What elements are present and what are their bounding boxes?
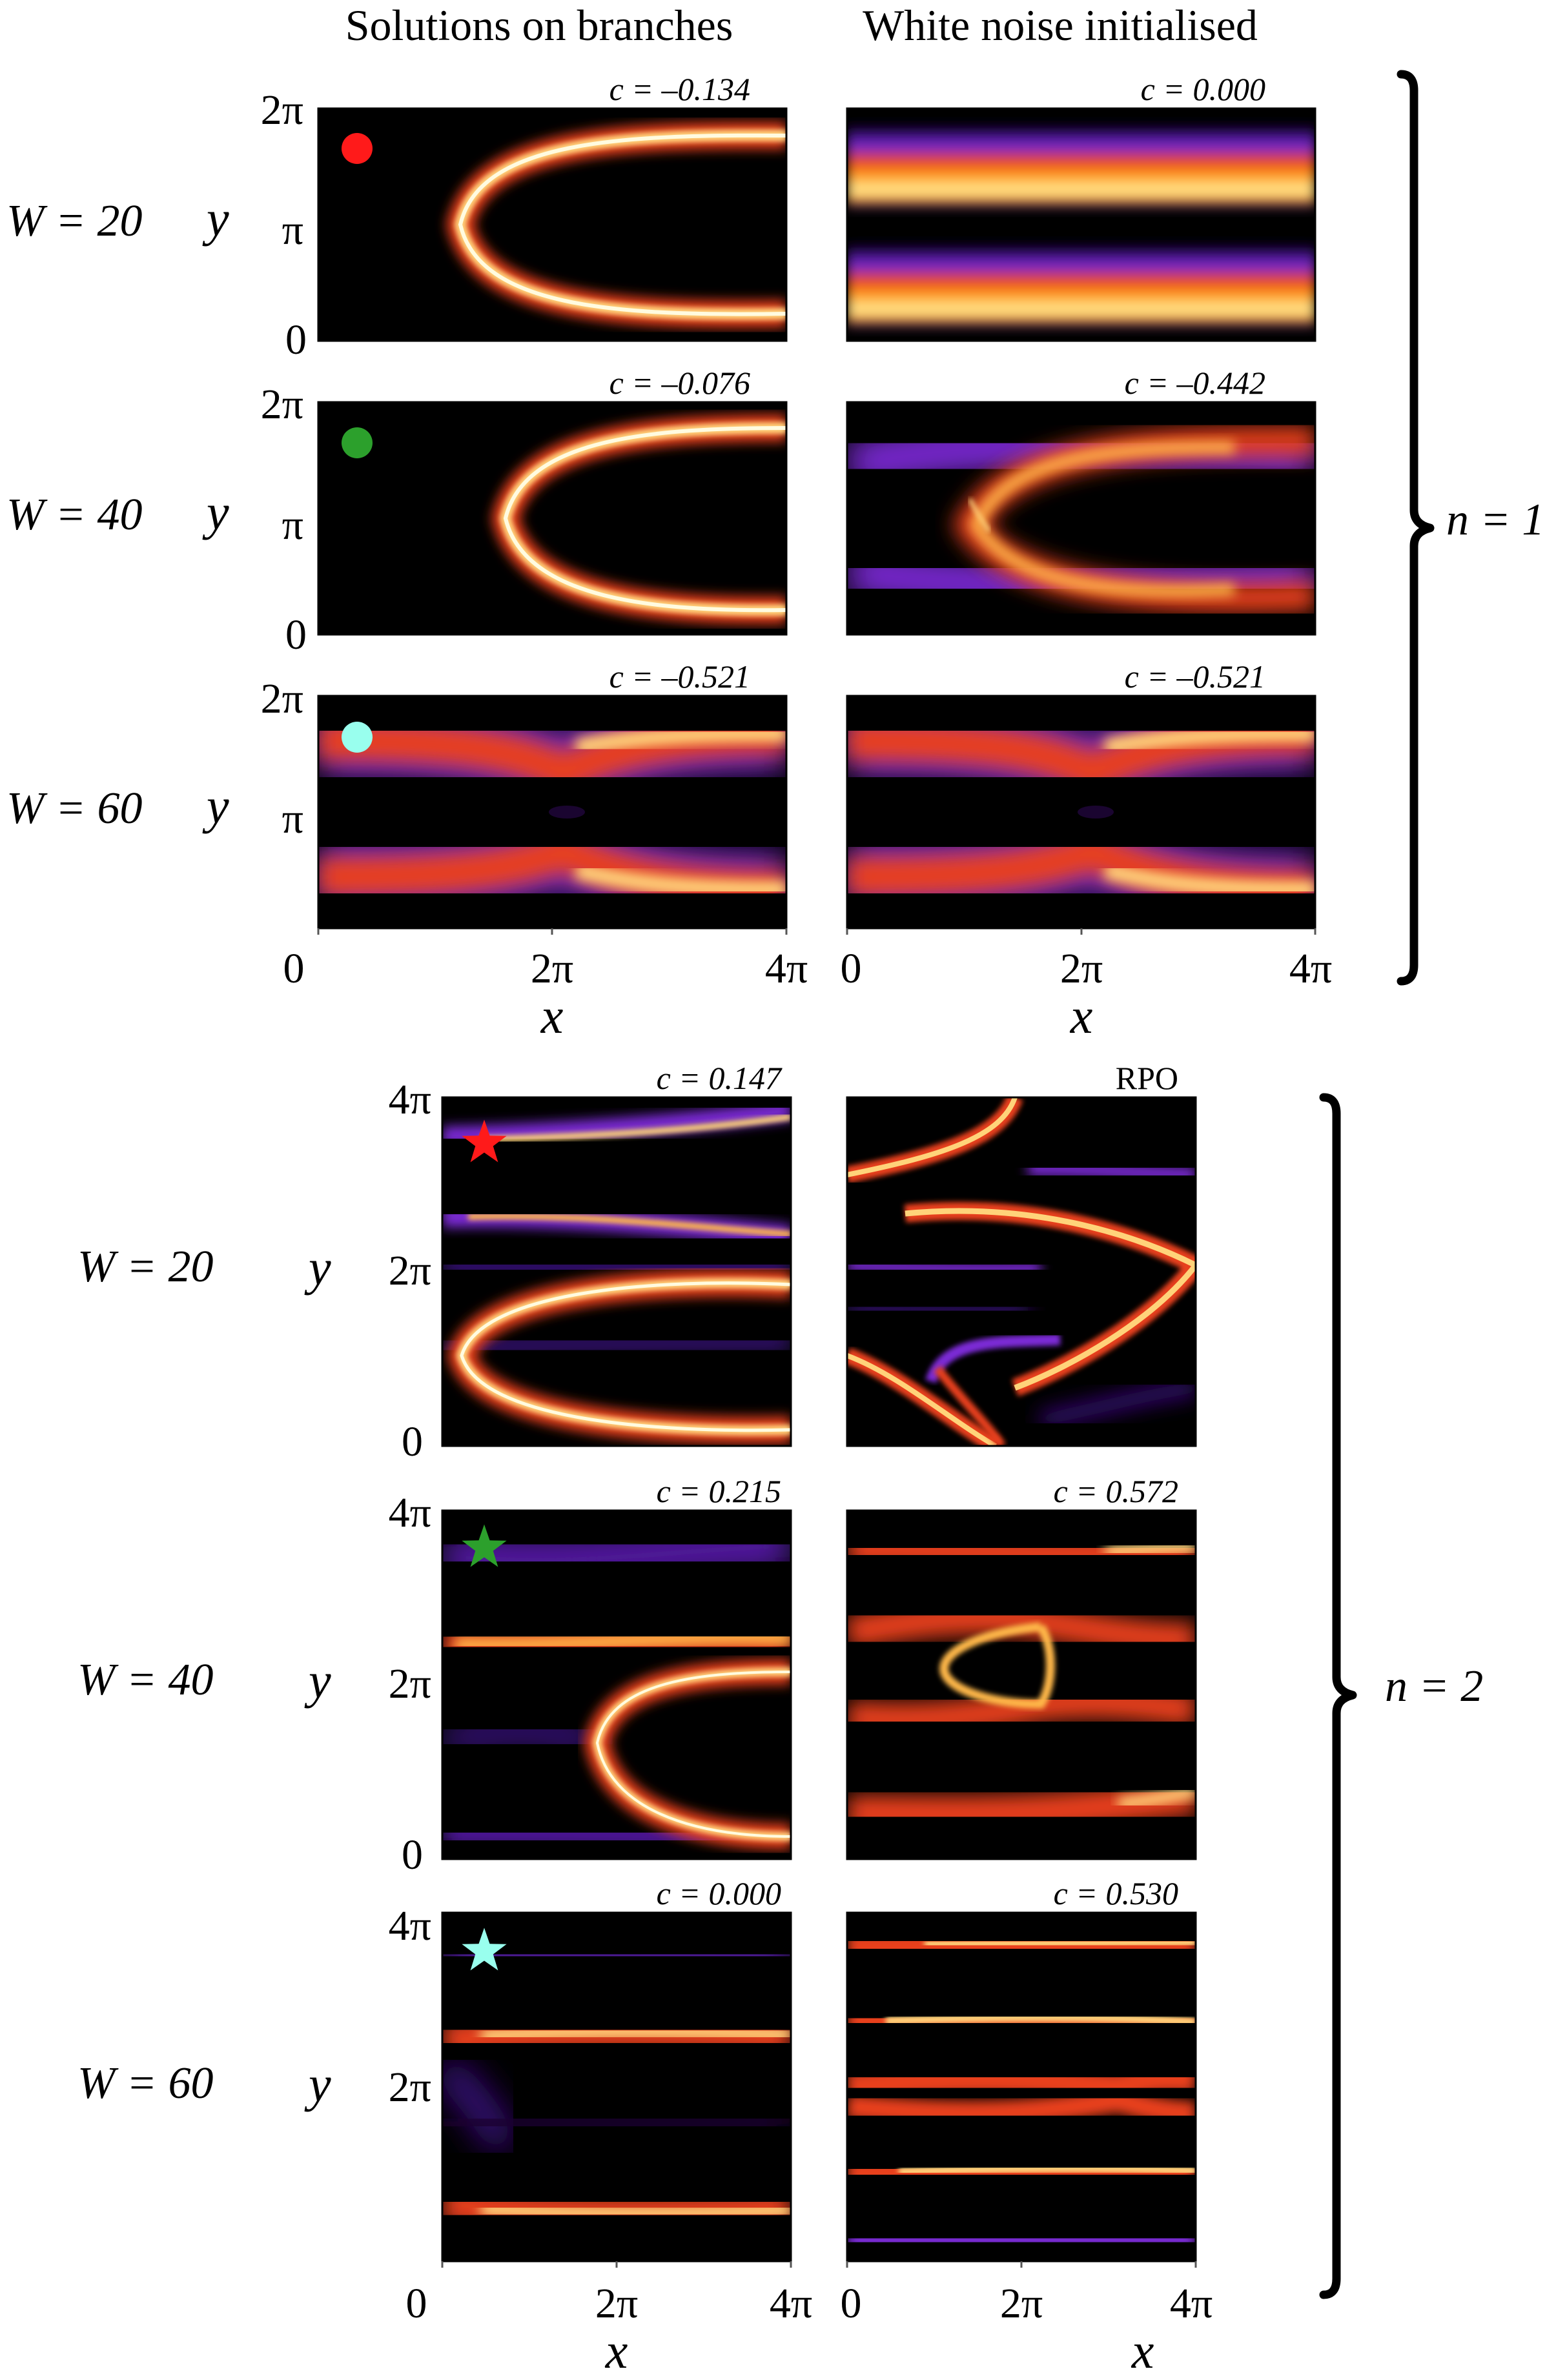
y-tick: π: [282, 795, 303, 842]
x-axis-n2: 0 2π 4π 0 2π 4π x x: [406, 2261, 1213, 2379]
w-label: W = 20: [77, 1242, 214, 1292]
heatmap-panel-left: [442, 1097, 791, 1446]
panel-frame: [317, 107, 788, 342]
y-axis-label: y: [202, 190, 229, 247]
y-tick: 2π: [261, 381, 303, 428]
x-tick: 4π: [1289, 945, 1332, 992]
x-tick: 2π: [1060, 945, 1103, 992]
heatmap-panel-left: [318, 696, 786, 928]
y-tick: 0: [285, 316, 307, 363]
w-label: W = 20: [6, 196, 143, 246]
row-n2-w40: W = 40 y 4π 2π 0 c = 0.215 c = 0.572: [77, 1473, 1197, 1878]
panel-c-value: c = 0.215: [657, 1473, 781, 1509]
y-tick: 0: [402, 1418, 423, 1465]
panel-c-value: RPO: [1116, 1060, 1178, 1096]
heatmap-panel-right: [847, 1913, 1196, 2261]
x-axis-label: x: [540, 988, 564, 1044]
panel-c-value: c = 0.147: [657, 1060, 783, 1096]
heatmap-panel-right: [847, 1510, 1196, 1859]
heatmap-panel-right: [847, 108, 1315, 341]
row-n1-w60: W = 60 y 2π π c = –0.521 c = –0.521: [6, 658, 1316, 930]
y-tick: π: [282, 502, 303, 549]
panel-frame: [846, 1096, 1197, 1447]
heatmap-panel-left: [318, 108, 786, 341]
heatmap-panel-right: [847, 402, 1315, 635]
panel-frame: [317, 401, 788, 636]
row-n2-w20: W = 20 y 4π 2π 0 c = 0.147 RPO: [77, 1060, 1197, 1465]
x-axis-n1: 0 2π 4π 0 2π 4π x x: [283, 928, 1332, 1044]
panel-frame: [441, 1509, 792, 1860]
column-title-right: White noise initialised: [863, 1, 1258, 50]
heatmap-panel-left: [318, 402, 786, 635]
group-label-n2: n = 2: [1385, 1662, 1483, 1711]
w-label: W = 40: [77, 1655, 214, 1705]
w-label: W = 60: [6, 784, 143, 833]
y-axis-label: y: [202, 484, 229, 540]
group-brace-n2: [1319, 1093, 1357, 2299]
panel-frame: [846, 401, 1316, 636]
panel-c-value: c = 0.000: [1141, 71, 1265, 107]
x-axis-label: x: [605, 2323, 628, 2379]
y-tick: 2π: [261, 86, 303, 134]
panel-c-value: c = 0.000: [657, 1875, 781, 1911]
y-tick: π: [282, 207, 303, 254]
panel-c-value: c = –0.076: [609, 365, 750, 401]
x-tick: 0: [283, 945, 305, 992]
column-title-left: Solutions on branches: [345, 1, 733, 50]
panel-c-value: c = 0.572: [1054, 1473, 1178, 1509]
y-tick: 2π: [389, 1247, 431, 1294]
branch-marker-dot-red: [342, 133, 373, 164]
x-tick: 0: [841, 2280, 862, 2327]
w-label: W = 60: [77, 2059, 214, 2108]
y-axis-label: y: [202, 778, 229, 834]
x-axis-label: x: [1070, 988, 1093, 1044]
y-axis-label: y: [304, 1239, 331, 1296]
group-label-n1: n = 1: [1446, 495, 1544, 545]
y-tick: 4π: [389, 1902, 431, 1949]
group-n2: W = 20 y 4π 2π 0 c = 0.147 RPO W = 40 y …: [77, 1060, 1483, 2379]
panel-frame: [846, 107, 1316, 342]
branch-marker-dot-green: [342, 427, 373, 458]
x-tick: 4π: [770, 2280, 812, 2327]
x-tick: 4π: [1170, 2280, 1213, 2327]
y-tick: 4π: [389, 1489, 431, 1536]
y-tick: 4π: [389, 1076, 431, 1123]
row-n1-w40: W = 40 y 2π π 0 c = –0.076 c = –0.442: [6, 365, 1316, 658]
y-tick: 2π: [389, 1660, 431, 1707]
y-tick: 0: [285, 611, 307, 658]
panel-frame: [441, 1096, 792, 1447]
x-tick: 2π: [531, 945, 573, 992]
group-n1: W = 20 y 2π π 0 c = –0.134 c = 0.000 W =…: [6, 70, 1544, 1044]
panel-c-value: c = –0.134: [609, 71, 750, 107]
x-tick: 0: [406, 2280, 427, 2327]
y-tick: 2π: [261, 675, 303, 722]
x-tick: 4π: [765, 945, 808, 992]
panel-c-value: c = 0.530: [1054, 1875, 1178, 1911]
group-brace-n1: [1397, 70, 1435, 986]
row-n2-w60: W = 60 y 4π 2π c = 0.000 c = 0.530: [77, 1875, 1197, 2263]
y-axis-label: y: [304, 1653, 331, 1709]
y-tick: 2π: [389, 2064, 431, 2111]
x-tick: 0: [841, 945, 862, 992]
panel-c-value: c = –0.521: [1125, 658, 1265, 695]
branch-marker-dot-cyan: [342, 722, 373, 753]
y-axis-label: y: [304, 2056, 331, 2112]
x-tick: 2π: [1000, 2280, 1043, 2327]
y-tick: 0: [402, 1831, 423, 1878]
panel-frame: [846, 1509, 1197, 1860]
row-n1-w20: W = 20 y 2π π 0 c = –0.134 c = 0.000: [6, 71, 1316, 363]
w-label: W = 40: [6, 490, 143, 540]
panel-c-value: c = –0.442: [1125, 365, 1265, 401]
panel-c-value: c = –0.521: [609, 658, 750, 695]
x-tick: 2π: [595, 2280, 638, 2327]
x-axis-label: x: [1131, 2323, 1154, 2379]
heatmap-panel-right: [847, 696, 1315, 928]
heatmap-panel-right: [847, 1097, 1196, 1446]
